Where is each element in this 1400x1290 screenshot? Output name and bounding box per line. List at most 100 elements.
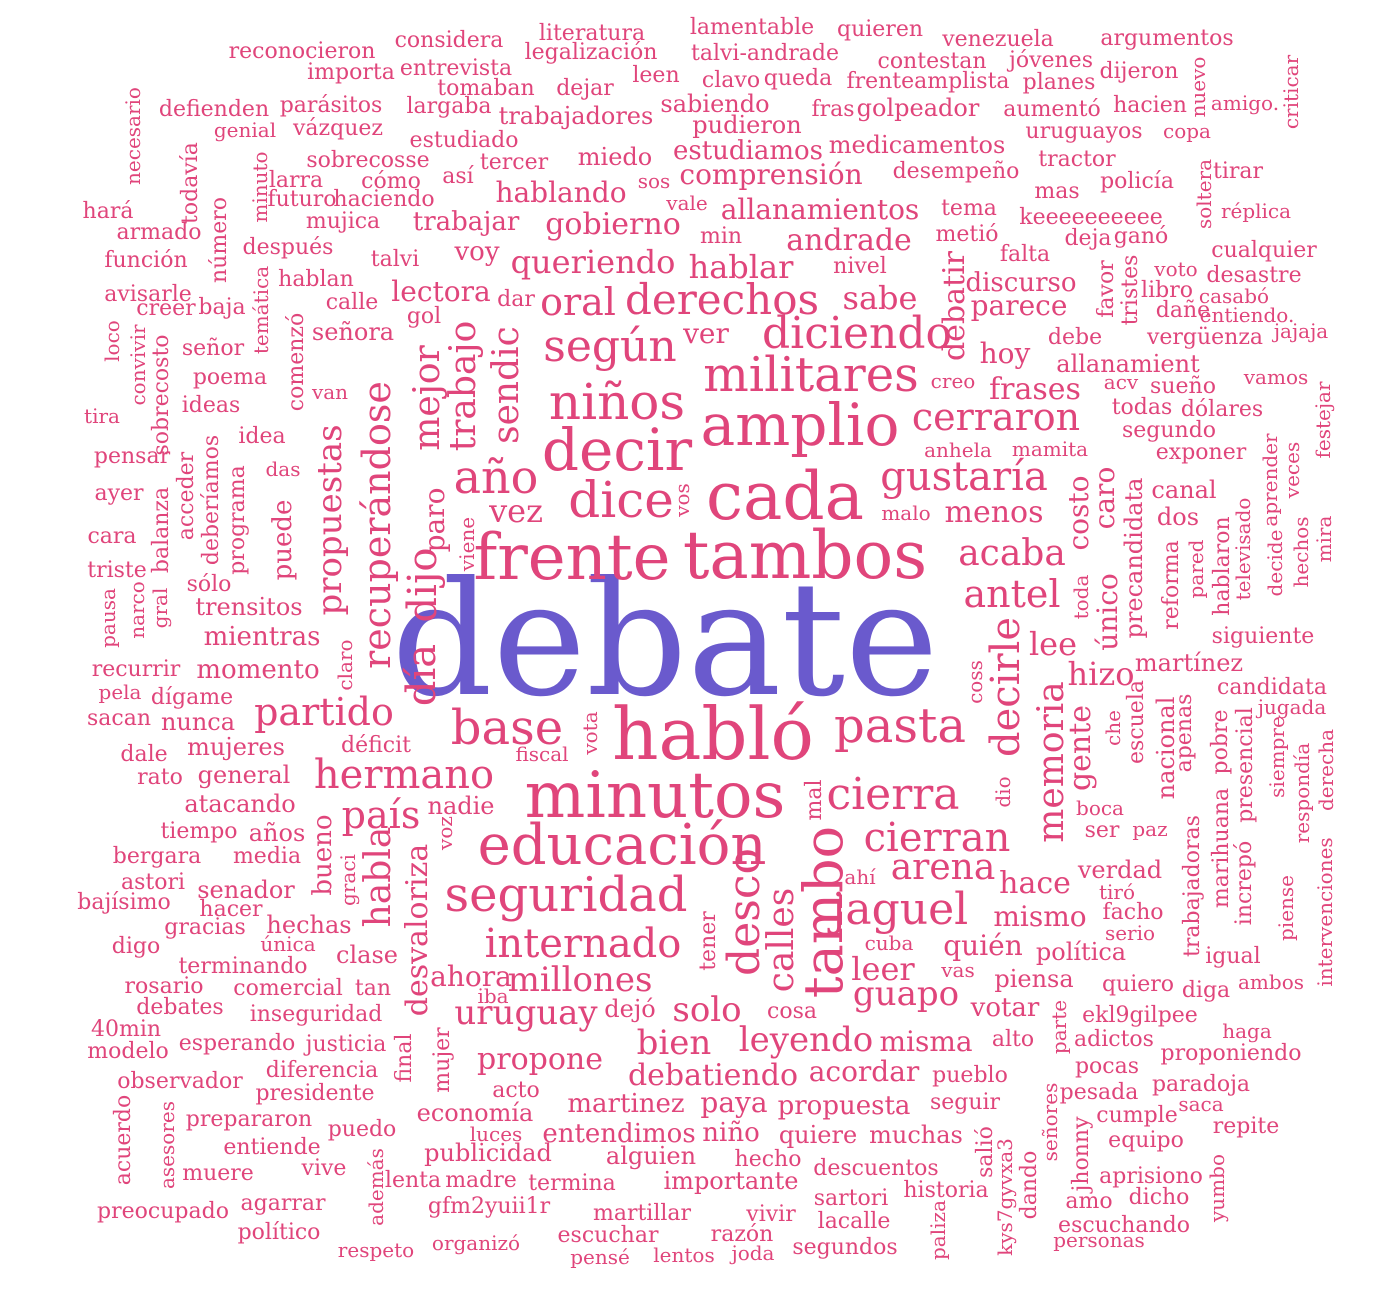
word-martinez: martinez xyxy=(567,1089,685,1119)
word-votar: votar xyxy=(970,993,1040,1023)
word-entiende: entiende xyxy=(223,1135,321,1160)
word-debatiendo: debatiendo xyxy=(627,1058,799,1093)
word-alto: alto xyxy=(991,1027,1035,1052)
word-leyendo: leyendo xyxy=(738,1020,874,1060)
word-vas: vas xyxy=(941,958,975,982)
word-queriendo: queriendo xyxy=(510,243,676,281)
word-programa: programa xyxy=(225,465,250,575)
word-piensa: piensa xyxy=(994,965,1074,993)
word-acordar: acordar xyxy=(808,1055,920,1088)
word-comprension: comprensión xyxy=(679,158,863,191)
word-oral: oral xyxy=(540,280,616,324)
word-pense: pensé xyxy=(570,1245,630,1269)
word-millones: millones xyxy=(507,960,653,1000)
word-deja: deja xyxy=(1064,226,1112,251)
word-vota: vota xyxy=(578,711,602,755)
word-triste: triste xyxy=(87,558,147,583)
word-canal: canal xyxy=(1151,476,1217,504)
word-amplio: amplio xyxy=(700,391,900,459)
word-publicidad: publicidad xyxy=(424,1139,552,1167)
word-general: general xyxy=(197,761,291,789)
word-veces: veces xyxy=(1280,441,1304,499)
word-frente: frente xyxy=(473,521,671,595)
word-pared: pared xyxy=(1184,539,1208,599)
word-cerraron: cerraron xyxy=(911,395,1081,439)
word-marihuana: marihuana xyxy=(1209,787,1234,909)
word-creer: creer xyxy=(136,296,196,321)
word-iba: iba xyxy=(477,984,509,1008)
word-soltera: soltera xyxy=(1192,158,1216,230)
word-bergara: bergara xyxy=(112,844,202,869)
word-pesada: pesada xyxy=(1059,1080,1139,1105)
word-muchas: muchas xyxy=(869,1121,963,1149)
word-planes: planes xyxy=(1022,70,1096,95)
word-sartori: sartori xyxy=(813,1186,889,1211)
word-increpo: increpó xyxy=(1232,840,1257,926)
word-copa: copa xyxy=(1163,119,1211,143)
word-vale: vale xyxy=(666,191,708,215)
word-arena: arena xyxy=(890,847,996,888)
word-solo: solo xyxy=(672,990,742,1030)
word-segun: según xyxy=(543,321,677,372)
word-proponiendo: proponiendo xyxy=(1160,1041,1302,1066)
word-andrade: andrade xyxy=(786,223,912,258)
word-jhonny: jhonny xyxy=(1069,1116,1094,1192)
word-puedo: puedo xyxy=(327,1117,397,1142)
word-dejar: dejar xyxy=(556,76,614,101)
word-seguridad: seguridad xyxy=(444,867,688,923)
word-dale: dale xyxy=(120,742,168,767)
word-propuesta: propuesta xyxy=(777,1091,911,1121)
word-sabe: sabe xyxy=(842,279,918,317)
word-siempre: siempre xyxy=(1265,716,1289,798)
word-minuto: minuto xyxy=(248,151,272,223)
word-candidata: candidata xyxy=(1217,675,1327,700)
word-nuevo: nuevo xyxy=(1186,56,1210,118)
word-nino: niño xyxy=(702,1118,760,1148)
word-convivir: convivir xyxy=(126,324,150,406)
word-deficit: déficit xyxy=(341,733,411,758)
word-equipo: equipo xyxy=(1108,1128,1184,1153)
word-cosa: cosa xyxy=(767,999,817,1024)
word-respondia: respondía xyxy=(1290,742,1314,844)
word-entrevista: entrevista xyxy=(399,56,513,81)
word-legalizacion: legalización xyxy=(524,40,658,65)
word-sabiendo: sabiendo xyxy=(660,90,770,118)
word-verguenza: vergüenza xyxy=(1146,325,1264,350)
word-tener: tener xyxy=(696,911,721,971)
word-hizo: hizo xyxy=(1067,655,1135,693)
word-min: min xyxy=(699,224,743,249)
word-bien: bien xyxy=(636,1023,712,1063)
word-diga: diga xyxy=(1181,978,1231,1003)
word-hace: hace xyxy=(999,866,1071,901)
word-vazquez: vázquez xyxy=(293,116,383,141)
word-dicho: dicho xyxy=(1128,1185,1190,1210)
word-entendimos: entendimos xyxy=(542,1119,696,1149)
word-tan: tan xyxy=(354,976,392,1001)
word-dia: día xyxy=(399,643,445,707)
word-gral: gral xyxy=(148,587,172,629)
word-venezuela: venezuela xyxy=(942,27,1054,52)
word-derecha: derecha xyxy=(1314,728,1338,812)
word-presidente: presidente xyxy=(255,1081,375,1106)
word-gustaria: gustaría xyxy=(880,454,1048,500)
word-ambos: ambos xyxy=(1238,970,1304,994)
word-tema: tema xyxy=(941,196,997,221)
word-defienden: defienden xyxy=(158,97,270,122)
word-jugada: jugada xyxy=(1257,695,1327,719)
word-caro: caro xyxy=(1088,466,1121,530)
word-aprisiono: aprisiono xyxy=(1099,1164,1203,1189)
word-balanza: balanza xyxy=(149,486,174,574)
word-hechos: hechos xyxy=(1289,516,1313,588)
word-tiro: tiró xyxy=(1098,880,1136,904)
word-avisarle: avisarle xyxy=(104,282,192,307)
word-debates: debates xyxy=(136,995,224,1020)
word-tematica: temática xyxy=(249,265,273,355)
word-mujica: mujica xyxy=(305,209,381,234)
word-propone: propone xyxy=(477,1042,603,1077)
word-tiempo: tiempo xyxy=(160,819,238,844)
word-todavia: todavía xyxy=(178,142,203,224)
word-talvi: talvi xyxy=(370,247,420,272)
word-amigo: amigo. xyxy=(1210,91,1280,115)
word-graci: graci xyxy=(336,854,360,906)
word-haga: haga xyxy=(1222,1019,1272,1043)
